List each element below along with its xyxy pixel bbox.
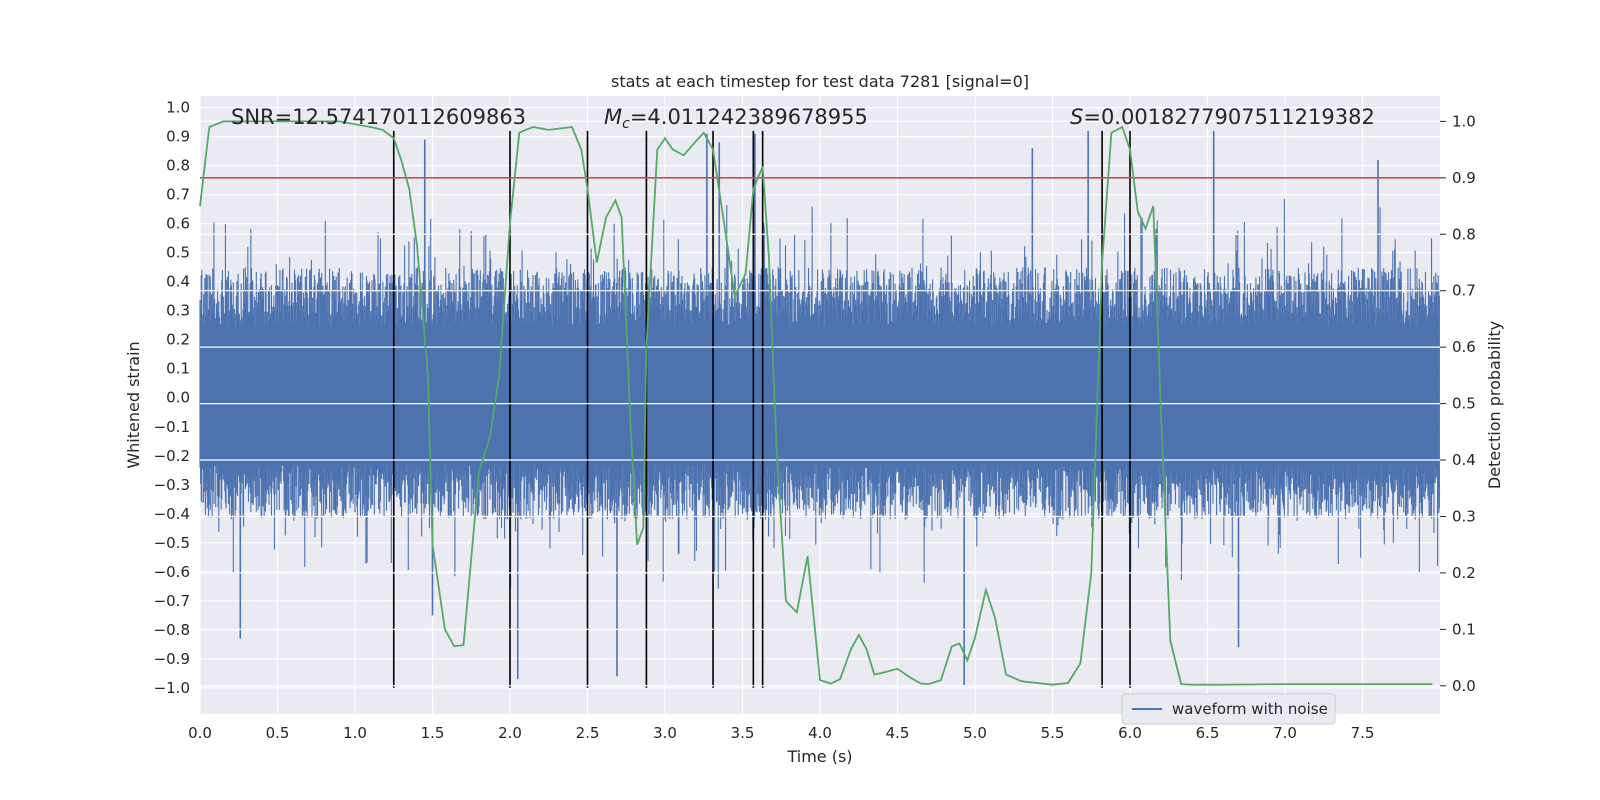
y-right-axis-label: Detection probability bbox=[1485, 321, 1504, 489]
x-tick-label: 7.0 bbox=[1273, 724, 1297, 742]
y-right-tick-label: 0.0 bbox=[1452, 677, 1476, 695]
y-right-tick-label: 1.0 bbox=[1452, 112, 1476, 130]
probability-series bbox=[199, 120, 1433, 686]
y-left-tick-label: −0.6 bbox=[154, 563, 190, 581]
x-tick-label: 5.0 bbox=[963, 724, 987, 742]
y-right-tick-label: 0.4 bbox=[1452, 451, 1476, 469]
y-right-tick-label: 0.5 bbox=[1452, 395, 1476, 413]
x-tick-label: 4.0 bbox=[808, 724, 832, 742]
y-left-axis-label: Whitened strain bbox=[124, 341, 143, 468]
x-tick-label: 2.0 bbox=[498, 724, 522, 742]
y-left-axis-ticks: −1.0 −0.9 −0.8 −0.7 −0.6 −0.5 −0.4 −0.3 −0.2 −0.1… bbox=[154, 99, 190, 697]
y-left-tick-label: −1.0 bbox=[154, 679, 190, 697]
x-tick-label: 3.5 bbox=[731, 724, 755, 742]
y-left-tick-label: −0.8 bbox=[154, 621, 190, 639]
chirp-mass-value: =4.011242389678955 bbox=[630, 105, 868, 129]
legend-box bbox=[1121, 693, 1336, 725]
y-right-tick-label: 0.7 bbox=[1452, 282, 1476, 300]
x-tick-label: 0.5 bbox=[266, 724, 290, 742]
chirp-mass-annotation: Mc=4.011242389678955 bbox=[604, 105, 868, 132]
y-left-tick-label: 0.5 bbox=[166, 244, 190, 262]
y-right-tick-label: 0.1 bbox=[1452, 620, 1476, 638]
x-tick-label: 3.0 bbox=[653, 724, 677, 742]
x-tick-label: 1.0 bbox=[343, 724, 367, 742]
s-annotation: S=0.0018277907511219382 bbox=[1070, 105, 1375, 129]
x-tick-label: 6.0 bbox=[1118, 724, 1142, 742]
y-left-tick-label: 0.1 bbox=[166, 360, 190, 378]
legend: waveform with noise bbox=[1121, 693, 1336, 725]
y-right-tick-label: 0.9 bbox=[1452, 169, 1476, 187]
y-left-tick-label: 0.9 bbox=[166, 128, 190, 146]
x-axis-label: Time (s) bbox=[786, 747, 852, 766]
x-axis-ticks: 0.0 0.5 1.0 1.5 2.0 2.5 3.0 3.5 4.0 4.5 5.0 5.5 6.0 6… bbox=[188, 724, 1374, 742]
y-left-tick-label: −0.7 bbox=[154, 592, 190, 610]
y-right-tick-label: 0.6 bbox=[1452, 338, 1476, 356]
y-right-axis-ticks: 0.0 0.1 0.2 0.3 0.4 0.5 0.6 0.7 0.8 0.9 1.0 bbox=[1440, 112, 1476, 695]
y-left-tick-label: 0.4 bbox=[166, 273, 190, 291]
y-right-tick-label: 0.3 bbox=[1452, 507, 1476, 525]
y-left-tick-label: −0.9 bbox=[154, 650, 190, 668]
s-symbol: S bbox=[1070, 105, 1083, 129]
y-left-tick-label: −0.1 bbox=[154, 418, 190, 436]
x-tick-label: 0.0 bbox=[188, 724, 212, 742]
y-left-tick-label: −0.5 bbox=[154, 534, 190, 552]
chart-title: stats at each timestep for test data 728… bbox=[611, 72, 1029, 91]
y-left-tick-label: 0.3 bbox=[166, 302, 190, 320]
x-tick-label: 1.5 bbox=[421, 724, 445, 742]
y-right-tick-label: 0.2 bbox=[1452, 564, 1476, 582]
y-left-tick-label: 0.8 bbox=[166, 157, 190, 175]
y-left-tick-label: 0.7 bbox=[166, 186, 190, 204]
waveform-series bbox=[199, 130, 1440, 685]
legend-label: waveform with noise bbox=[1172, 700, 1328, 718]
y-left-tick-label: 1.0 bbox=[166, 99, 190, 117]
y-right-tick-label: 0.8 bbox=[1452, 225, 1476, 243]
x-tick-label: 7.5 bbox=[1351, 724, 1375, 742]
x-tick-label: 2.5 bbox=[576, 724, 600, 742]
detection-markers bbox=[392, 130, 1131, 688]
y-left-tick-label: 0.0 bbox=[166, 389, 190, 407]
s-value: =0.0018277907511219382 bbox=[1083, 105, 1375, 129]
x-tick-label: 6.5 bbox=[1196, 724, 1220, 742]
chirp-mass-subscript: c bbox=[622, 116, 630, 132]
y-left-tick-label: −0.2 bbox=[154, 447, 190, 465]
x-tick-label: 4.5 bbox=[886, 724, 910, 742]
chirp-mass-symbol: M bbox=[604, 105, 622, 129]
y-left-tick-label: −0.3 bbox=[154, 476, 190, 494]
y-left-tick-label: −0.4 bbox=[154, 505, 190, 523]
x-tick-label: 5.5 bbox=[1041, 724, 1065, 742]
snr-annotation: SNR=12.574170112609863 bbox=[231, 105, 526, 129]
y-left-tick-label: 0.6 bbox=[166, 215, 190, 233]
y-left-tick-label: 0.2 bbox=[166, 331, 190, 349]
